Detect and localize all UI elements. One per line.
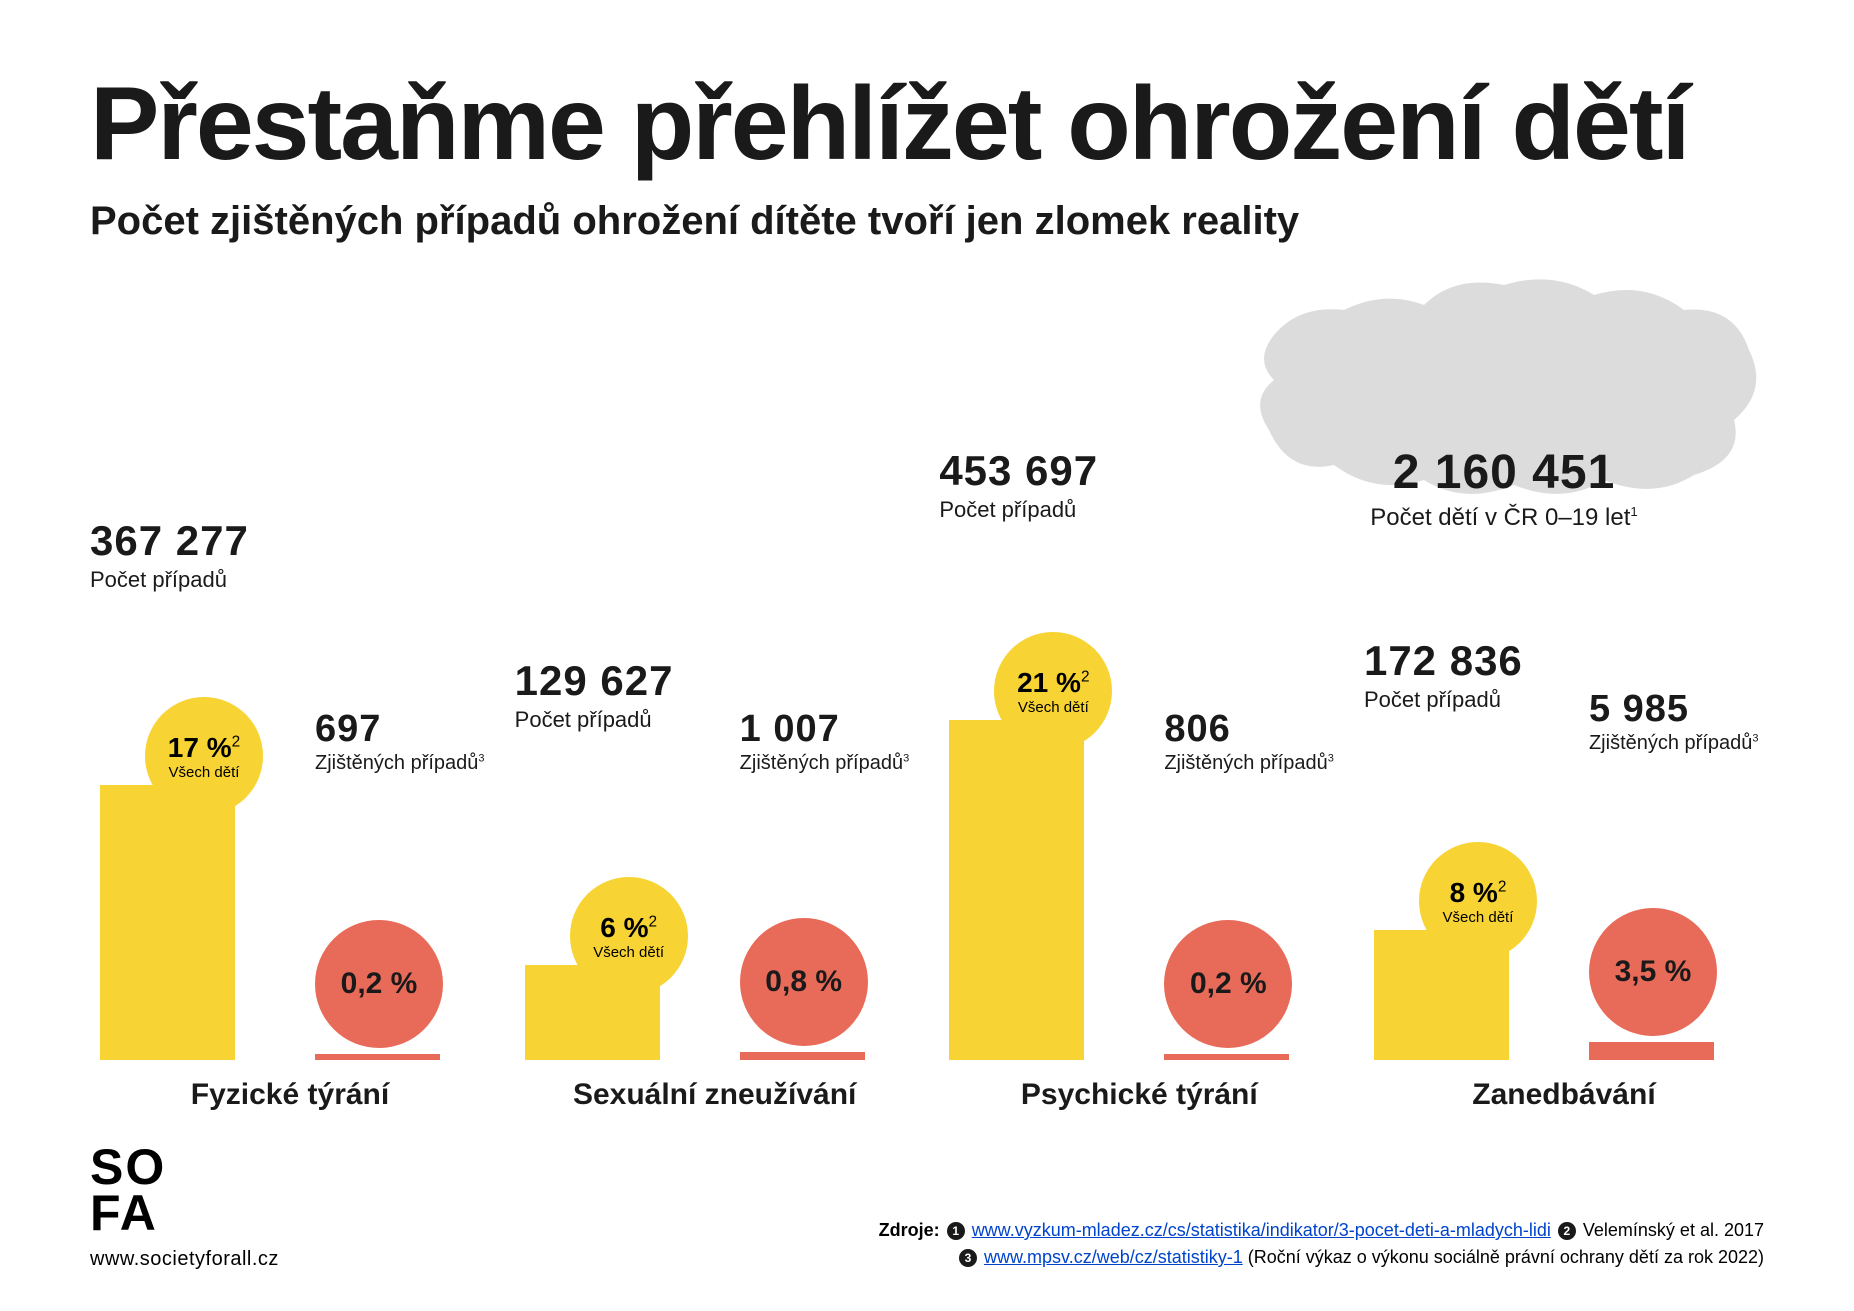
page-title: Přestaňme přehlížet ohrožení dětí <box>90 70 1764 179</box>
detected-label: Zjištěných případů3 <box>1164 752 1334 774</box>
category-label: Zanedbávání <box>1364 1078 1764 1112</box>
logo-url: www.societyforall.cz <box>90 1248 279 1271</box>
bar-cases <box>100 785 235 1060</box>
yellow-percent: 21 %2 <box>1017 667 1089 699</box>
source-line: Zdroje: 1 www.vyzkum-mladez.cz/cs/statis… <box>879 1217 1764 1244</box>
map-caption-text: Počet dětí v ČR 0–19 let <box>1370 504 1630 531</box>
source-mark-icon: 3 <box>959 1249 977 1267</box>
detected-label: Zjištěných případů3 <box>315 752 485 774</box>
source-mark-icon: 1 <box>947 1222 965 1240</box>
map-block: 2 160 451 Počet dětí v ČR 0–19 let1 <box>1244 260 1764 532</box>
bar-detected <box>315 1054 440 1060</box>
circle-percent-all: 21 %2Všech dětí <box>994 632 1112 750</box>
circle-percent-detected: 0,2 % <box>1164 920 1292 1048</box>
category-label: Fyzické týrání <box>90 1078 490 1112</box>
map-footnote-mark: 1 <box>1630 504 1637 519</box>
circle-percent-detected: 3,5 % <box>1589 908 1717 1036</box>
page-subtitle: Počet zjištěných případů ohrožení dítěte… <box>90 197 1764 245</box>
circle-percent-all: 8 %2Všech dětí <box>1419 842 1537 960</box>
yellow-percent: 8 %2 <box>1450 877 1507 909</box>
cases-label: Počet případů <box>515 708 652 732</box>
detected-label: Zjištěných případů3 <box>1589 732 1759 754</box>
cases-number: 129 627 <box>515 660 674 702</box>
cases-label: Počet případů <box>1364 688 1501 712</box>
detected-number: 697 <box>315 710 381 748</box>
detected-label: Zjištěných případů3 <box>740 752 910 774</box>
circle-percent-all: 17 %2Všech dětí <box>145 697 263 815</box>
source-mark-icon: 2 <box>1558 1222 1576 1240</box>
cases-label: Počet případů <box>939 498 1076 522</box>
yellow-percent: 6 %2 <box>600 912 657 944</box>
chart-group: 17 %2Všech dětí0,2 %367 277Počet případů… <box>90 540 490 1130</box>
infographic-page: Přestaňme přehlížet ohrožení dětí Počet … <box>0 0 1854 1311</box>
logo-line1: SO <box>90 1144 279 1190</box>
footer: SO FA www.societyforall.cz Zdroje: 1 www… <box>90 1144 1764 1271</box>
cases-label: Počet případů <box>90 568 227 592</box>
bar-detected <box>1589 1042 1714 1060</box>
yellow-percent: 17 %2 <box>168 732 240 764</box>
cases-number: 367 277 <box>90 520 249 562</box>
cases-number: 172 836 <box>1364 640 1523 682</box>
source-block: Zdroje: 1 www.vyzkum-mladez.cz/cs/statis… <box>879 1217 1764 1271</box>
bar-cases <box>949 720 1084 1060</box>
logo-line2: FA <box>90 1190 279 1236</box>
chart-group: 8 %2Všech dětí 3,5 % 172 836 Počet případů 5… <box>1364 540 1764 1130</box>
chart-group: 6 %2Všech dětí 0,8 % 129 627 Počet případů 1… <box>515 540 915 1130</box>
yellow-sub: Všech dětí <box>1018 699 1089 716</box>
detected-number: 1 007 <box>740 710 840 748</box>
circle-percent-detected: 0,8 % <box>740 918 868 1046</box>
yellow-sub: Všech dětí <box>169 764 240 781</box>
detected-number: 806 <box>1164 710 1230 748</box>
circle-percent-detected: 0,2 % <box>315 920 443 1048</box>
circle-percent-all: 6 %2Všech dětí <box>570 877 688 995</box>
category-label: Psychické týrání <box>939 1078 1339 1112</box>
detected-number: 5 985 <box>1589 690 1689 728</box>
chart-row: 17 %2Všech dětí0,2 %367 277Počet případů… <box>90 540 1764 1130</box>
source-link[interactable]: www.vyzkum-mladez.cz/cs/statistika/indik… <box>972 1220 1551 1240</box>
bar-detected <box>740 1052 865 1060</box>
bar-detected <box>1164 1054 1289 1060</box>
source-link[interactable]: www.mpsv.cz/web/cz/statistiky-1 <box>984 1247 1243 1267</box>
chart-group: 21 %2Všech dětí0,2 %453 697Počet případů… <box>939 540 1339 1130</box>
category-label: Sexuální zneužívání <box>515 1078 915 1112</box>
yellow-sub: Všech dětí <box>1443 909 1514 926</box>
source-line: 3 www.mpsv.cz/web/cz/statistiky-1 (Roční… <box>879 1244 1764 1271</box>
yellow-sub: Všech dětí <box>593 944 664 961</box>
logo-block: SO FA www.societyforall.cz <box>90 1144 279 1271</box>
cases-number: 453 697 <box>939 450 1098 492</box>
